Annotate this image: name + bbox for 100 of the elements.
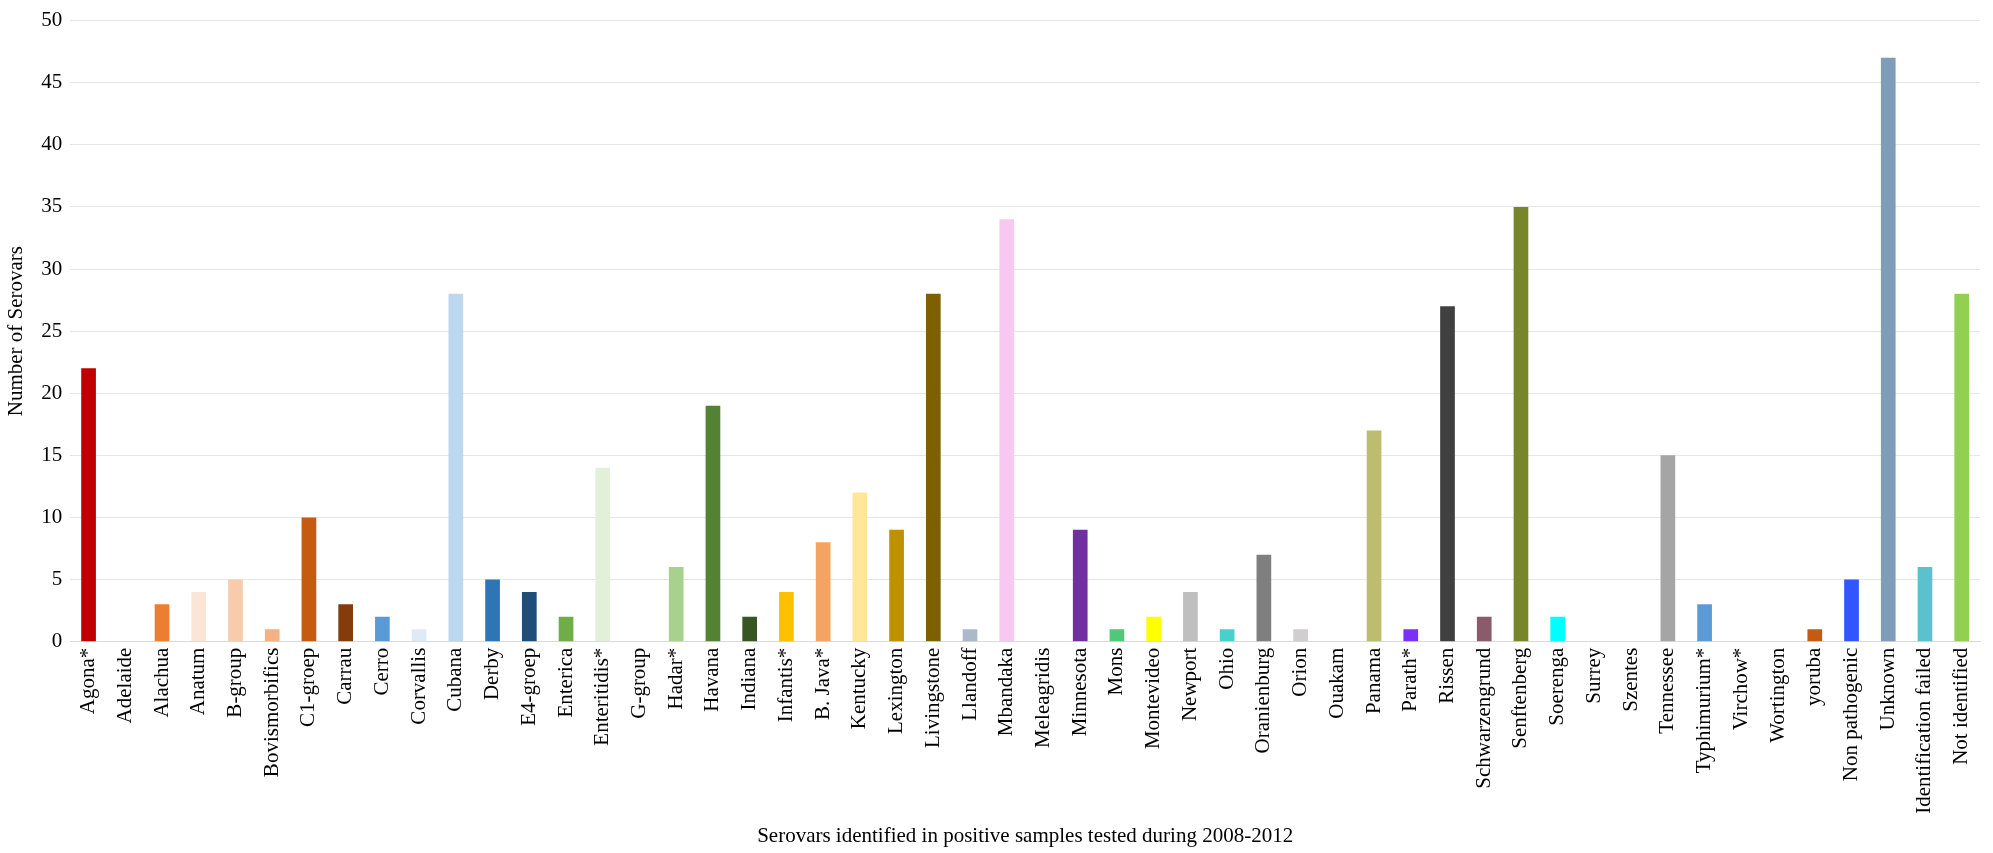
bar	[1256, 554, 1272, 642]
bar	[815, 542, 831, 642]
bar	[1513, 206, 1529, 642]
x-tick-label: Szentes	[1617, 647, 1642, 712]
x-tick-label: Lexington	[883, 647, 908, 734]
x-tick-label: Minnesota	[1066, 646, 1091, 737]
bar	[1550, 616, 1566, 642]
x-tick-label: Cerro	[368, 647, 393, 696]
bar	[852, 492, 868, 642]
bar	[1880, 57, 1896, 642]
x-tick-label: B-group	[221, 647, 246, 718]
bar	[228, 579, 243, 642]
x-tick-label: Havana	[699, 646, 724, 712]
x-tick-label: Anatum	[185, 647, 210, 716]
bar	[705, 405, 721, 642]
bar	[301, 517, 317, 642]
bar	[521, 591, 537, 642]
x-tick-label: Livingstone	[919, 647, 944, 748]
bar	[1109, 629, 1125, 642]
bar	[154, 604, 170, 642]
x-tick-label: Orion	[1287, 647, 1312, 697]
y-tick-label: 20	[41, 379, 63, 404]
x-tick-label: Carrau	[332, 647, 357, 705]
x-tick-label: Typhimurium*	[1691, 647, 1716, 774]
y-tick-label: 30	[41, 255, 63, 280]
bar	[1844, 579, 1859, 642]
x-tick-label: Rissen	[1434, 647, 1459, 704]
x-tick-label: yoruba	[1801, 646, 1826, 706]
x-tick-label: Montevideo	[1140, 647, 1165, 750]
x-tick-label: Enterica	[552, 646, 577, 718]
bar	[1917, 567, 1933, 642]
bar	[742, 616, 758, 642]
x-tick-label: Unknown	[1874, 647, 1899, 731]
bar	[1183, 591, 1198, 642]
y-axis-title: Number of Serovars	[3, 245, 28, 417]
bar	[779, 591, 794, 642]
x-tick-label: Kentucky	[846, 647, 871, 730]
x-tick-label: Alachua	[148, 646, 173, 718]
x-tick-label: Infantis*	[772, 647, 797, 723]
y-tick-label: 5	[51, 566, 63, 591]
bar	[264, 629, 280, 642]
bar	[338, 604, 354, 642]
x-tick-label: Meleagridis	[1030, 647, 1055, 748]
y-tick-label: 50	[41, 7, 63, 32]
x-tick-label: C1-groep	[295, 647, 320, 727]
bar	[1660, 455, 1676, 642]
x-tick-label: Schwarzengrund	[1470, 647, 1495, 789]
bar	[1807, 629, 1823, 642]
x-tick-label: E4-groep	[515, 647, 540, 726]
y-tick-label: 25	[41, 317, 63, 342]
y-tick-label: 0	[51, 628, 63, 653]
bar	[558, 616, 574, 642]
bar	[485, 579, 500, 642]
bar	[1366, 430, 1382, 642]
y-tick-label: 35	[41, 193, 63, 218]
x-tick-label: Surrey	[1580, 647, 1605, 704]
x-axis-title: Serovars identified in positive samples tested during 2008-2012	[757, 822, 1294, 847]
bar	[1403, 629, 1419, 642]
y-tick-label: 45	[41, 69, 63, 94]
bar	[925, 293, 941, 642]
bar	[999, 219, 1015, 642]
x-tick-label: Llandoff	[956, 647, 981, 721]
x-tick-label: Cubana	[442, 646, 467, 712]
bar	[448, 293, 464, 642]
bar	[1146, 616, 1162, 642]
x-tick-label: Panama	[1360, 646, 1385, 715]
x-tick-label: Mbandaka	[993, 646, 1018, 737]
bar	[668, 567, 684, 642]
bar	[1072, 529, 1088, 642]
x-tick-label: Mons	[1103, 647, 1128, 696]
bar	[889, 529, 904, 642]
bar	[1476, 616, 1492, 642]
bar	[595, 467, 611, 642]
x-tick-label: Tennessee	[1654, 647, 1679, 734]
x-tick-label: Virchow*	[1727, 647, 1752, 731]
x-tick-label: Non pathogenic	[1838, 647, 1863, 782]
bar	[81, 368, 96, 642]
x-tick-label: Wortington	[1764, 647, 1789, 743]
x-tick-label: G-group	[626, 647, 650, 719]
x-tick-label: Hadar*	[662, 647, 687, 710]
y-tick-label: 10	[41, 503, 63, 528]
x-tick-label: Parath*	[1397, 647, 1422, 712]
bar	[1440, 306, 1455, 642]
x-tick-label: Newport	[1176, 647, 1201, 722]
x-tick-label: Derby	[479, 647, 504, 701]
bar	[191, 591, 207, 642]
x-tick-label: Enteritidis*	[589, 647, 614, 746]
x-tick-label: Corvallis	[405, 647, 430, 725]
x-tick-label: Agona*	[75, 647, 100, 715]
x-tick-label: Senftenberg	[1507, 647, 1532, 749]
x-tick-label: B. Java*	[809, 647, 834, 720]
x-tick-label: Ouakam	[1323, 647, 1348, 719]
y-tick-label: 15	[41, 441, 63, 466]
bar	[1697, 604, 1712, 642]
x-tick-label: Not identified	[1948, 647, 1973, 765]
x-tick-label: Ohio	[1213, 647, 1238, 690]
bar	[375, 616, 390, 642]
x-tick-label: Soerenga	[1544, 646, 1569, 726]
bar	[1954, 293, 1970, 642]
x-tick-label: Identification failed	[1911, 647, 1936, 814]
